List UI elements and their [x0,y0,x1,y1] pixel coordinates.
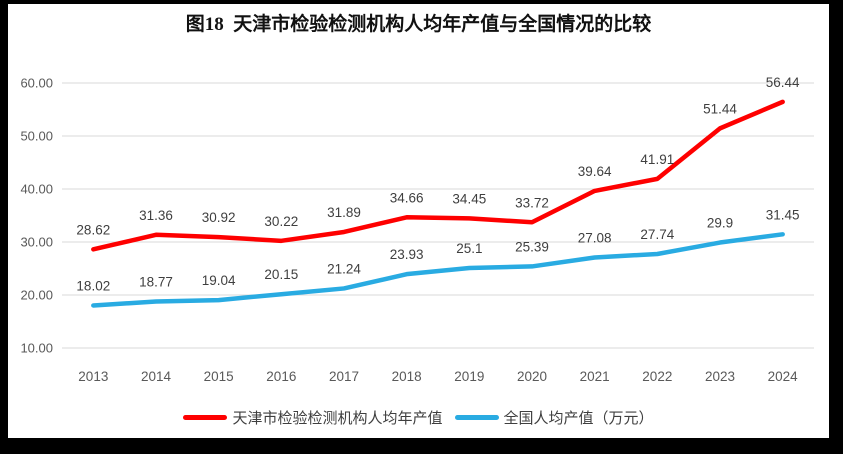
series-line-1 [91,232,785,308]
y-axis-tick-label: 10.00 [20,341,53,356]
data-label: 39.64 [578,164,612,179]
x-axis-tick-label: 2024 [768,369,799,384]
data-label: 31.36 [139,208,173,223]
x-axis-tick-label: 2013 [78,369,108,384]
data-label: 21.24 [327,261,361,276]
data-label: 30.92 [202,210,236,225]
data-label: 51.44 [703,101,737,116]
y-axis-tick-label: 20.00 [20,288,53,303]
line-chart-plot: 10.00 20.00 30.00 40.00 50.00 60.00 2013 2014 20… [20,75,814,384]
legend-label-national: 全国人均产值（万元） [503,409,654,427]
chart-canvas: 图18 天津市检验检测机构人均年产值与全国情况的比较 10.00 20.00 30.… [8,4,829,438]
x-axis-tick-label: 2017 [329,369,359,384]
data-label: 31.45 [766,207,800,222]
data-label: 29.9 [707,216,733,231]
y-axis-tick-label: 60.00 [20,76,53,91]
data-label: 34.45 [452,191,486,206]
data-label: 18.02 [76,278,110,293]
legend-line-blue-icon [454,414,499,420]
chart-legend: 天津市检验检测机构人均年产值 全国人均产值（万元） [8,405,829,429]
y-axis-tick-label: 50.00 [20,129,53,144]
data-label: 20.15 [264,267,298,282]
data-label: 41.91 [640,152,674,167]
x-axis-tick-label: 2016 [266,369,296,384]
x-axis-tick-label: 2014 [141,369,172,384]
data-label: 19.04 [202,273,236,288]
data-label: 18.77 [139,275,173,290]
x-axis-tick-label: 2018 [392,369,422,384]
legend-label-tianjin: 天津市检验检测机构人均年产值 [232,409,443,427]
data-label: 27.74 [640,227,674,242]
data-label: 31.89 [327,205,361,220]
data-label: 25.1 [456,241,482,256]
data-label: 56.44 [766,75,800,90]
legend-line-red-icon [183,414,228,420]
legend-item-tianjin: 天津市检验检测机构人均年产值 [183,407,443,428]
x-axis-tick-label: 2020 [517,369,547,384]
legend-item-national: 全国人均产值（万元） [454,407,654,428]
y-axis-tick-label: 40.00 [20,182,53,197]
x-axis-tick-label: 2019 [454,369,484,384]
data-label: 25.39 [515,239,549,254]
x-axis-tick-label: 2023 [705,369,735,384]
series-line-0 [91,99,785,252]
x-axis-tick-label: 2022 [642,369,672,384]
x-axis-tick-label: 2021 [580,369,610,384]
data-label: 23.93 [390,247,424,262]
data-label: 33.72 [515,195,549,210]
x-axis-tick-label: 2015 [204,369,234,384]
y-axis-tick-label: 30.00 [20,235,53,250]
data-label: 34.66 [390,190,424,205]
data-label: 27.08 [578,230,612,245]
data-label: 28.62 [76,222,110,237]
chart-title: 图18 天津市检验检测机构人均年产值与全国情况的比较 [185,14,652,35]
data-label: 30.22 [264,214,298,229]
